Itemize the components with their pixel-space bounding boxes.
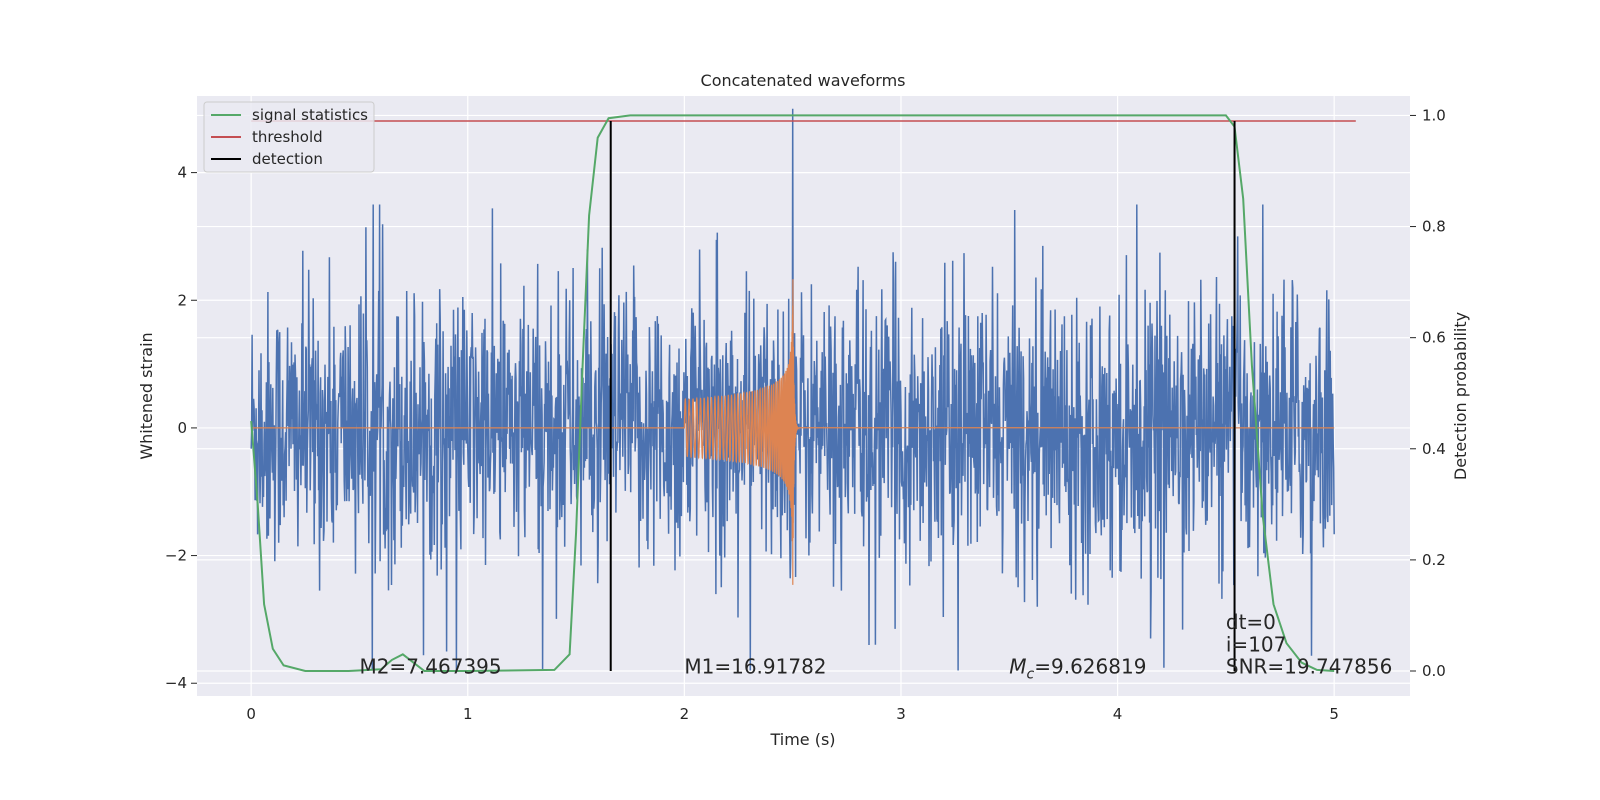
- x-axis-label: Time (s): [769, 730, 835, 749]
- x-tick-label: 1: [463, 705, 473, 723]
- x-tick-label: 3: [896, 705, 906, 723]
- x-tick-label: 5: [1329, 705, 1339, 723]
- annotation-text: SNR=19.747856: [1226, 655, 1392, 679]
- annotation-text: dt=0: [1226, 610, 1276, 634]
- x-tick-label: 4: [1113, 705, 1123, 723]
- detection-lines: [609, 121, 1236, 671]
- y-axis-ticks: −4 −2 0 2 4: [165, 164, 197, 692]
- y2-tick-label: 0.4: [1422, 440, 1446, 458]
- y-tick-label: −4: [165, 674, 187, 692]
- y2-axis-ticks: 0.0 0.2 0.4 0.6 0.8 1.0: [1410, 106, 1446, 680]
- y2-tick-label: 0.8: [1422, 218, 1446, 236]
- legend-label: threshold: [252, 128, 323, 146]
- annotations: M2=7.467395 M1=16.91782 Mc=9.626819 dt=0i=1…: [359, 610, 1392, 683]
- y2-tick-label: 0.2: [1422, 551, 1446, 569]
- y-tick-label: 0: [177, 419, 187, 437]
- y-tick-label: −2: [165, 547, 187, 565]
- plot-area: [197, 96, 1410, 696]
- annotation-text: M2=7.467395: [359, 655, 501, 679]
- y2-tick-label: 0.6: [1422, 329, 1446, 347]
- chart-title: Concatenated waveforms: [701, 71, 906, 90]
- legend-label: signal statistics: [252, 106, 368, 124]
- x-axis-ticks: 0 1 2 3 4 5: [246, 705, 1339, 723]
- y-tick-label: 4: [177, 164, 187, 182]
- x-tick-label: 2: [680, 705, 690, 723]
- y-axis-label: Whitened strain: [137, 332, 156, 459]
- annotation-text: M1=16.91782: [684, 655, 826, 679]
- annotation-text: Mc=9.626819: [1009, 655, 1146, 683]
- signal-statistics-series-line: [250, 114, 1335, 672]
- y-tick-label: 2: [177, 291, 187, 309]
- x-tick-label: 0: [246, 705, 256, 723]
- waveform-series-line: [251, 279, 1335, 585]
- legend-box: [203, 101, 375, 173]
- noise-series-line: [250, 108, 1335, 671]
- legend-label: detection: [252, 150, 323, 168]
- legend: signal statistics threshold detection: [203, 101, 375, 173]
- y2-tick-label: 1.0: [1422, 106, 1446, 124]
- annotation-text: i=107: [1226, 632, 1287, 656]
- y2-tick-label: 0.0: [1422, 662, 1446, 680]
- y2-axis-label: Detection probability: [1451, 312, 1470, 480]
